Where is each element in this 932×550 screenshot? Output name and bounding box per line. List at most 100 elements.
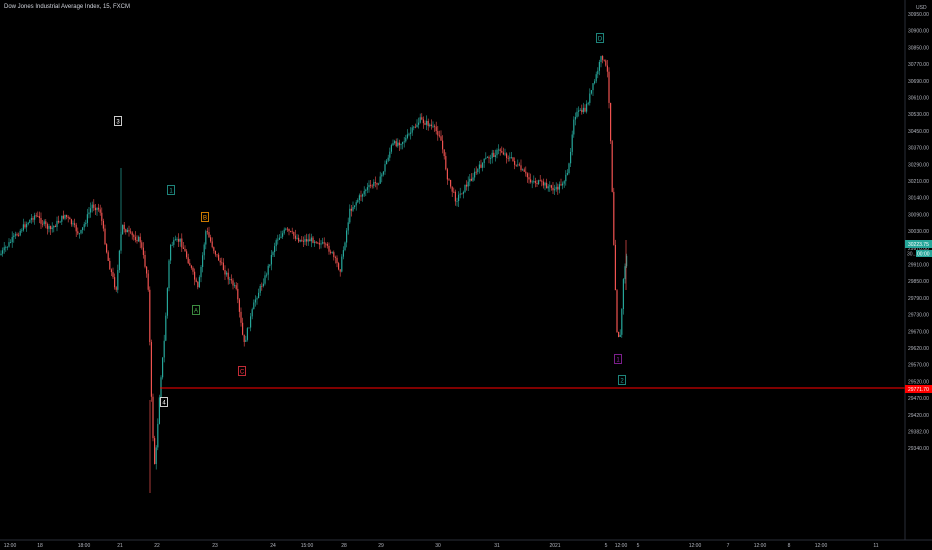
candle-body [144, 254, 146, 267]
candle-body [453, 191, 455, 193]
candle-body [309, 239, 311, 242]
candle-body [595, 74, 597, 82]
candle-body [510, 157, 512, 159]
price-tick-label: 30090.00 [908, 212, 929, 218]
price-axis[interactable] [905, 0, 932, 540]
candle-body [438, 135, 440, 137]
price-tick-label: 30210.00 [908, 179, 929, 185]
candle-body [211, 241, 213, 248]
candle-body [509, 157, 511, 159]
candle-body [170, 245, 172, 261]
candle-body [582, 107, 584, 113]
candle-body [171, 244, 173, 246]
candle-body [477, 168, 479, 173]
current-price-badge: 30223.75 00:00 30... [905, 240, 932, 258]
candle-body [38, 216, 40, 219]
candle-body [221, 262, 223, 264]
candle-body [10, 242, 12, 243]
candle-body [480, 164, 482, 168]
candle-body [302, 240, 304, 242]
candle-body [346, 230, 348, 243]
candle-body [312, 237, 314, 243]
candle-body [246, 328, 248, 340]
candle-body [584, 107, 586, 112]
svg-text:1: 1 [616, 357, 620, 363]
candle-body [403, 141, 405, 143]
candle-body [74, 223, 76, 225]
candle-body [314, 241, 316, 243]
candle-body [370, 184, 372, 186]
wave-label[interactable]: 1 [614, 354, 622, 364]
candle-body [352, 207, 354, 211]
wave-label[interactable]: C [238, 366, 246, 376]
candle-body [573, 119, 575, 135]
candle-body [66, 214, 68, 218]
candle-body [274, 246, 276, 253]
candle-body [504, 153, 506, 155]
candle-body [117, 270, 119, 290]
candle-body [230, 279, 232, 281]
wave-label[interactable]: D [596, 33, 604, 43]
candle-body [178, 239, 180, 242]
candlestick-series [0, 55, 628, 493]
candle-body [514, 161, 516, 165]
time-tick-label: 2021 [549, 543, 560, 549]
candle-body [158, 397, 160, 424]
candle-body [126, 230, 128, 233]
candle-body [256, 298, 258, 300]
candle-body [474, 171, 476, 178]
wave-label[interactable]: 3 [114, 116, 122, 126]
candle-body [187, 257, 189, 264]
candle-body [413, 126, 415, 128]
candle-body [83, 224, 85, 228]
candle-body [229, 279, 231, 280]
candle-body [525, 171, 527, 174]
price-tick-label: 30770.00 [908, 62, 929, 68]
candle-body [22, 224, 24, 231]
wave-label[interactable]: 1 [167, 185, 175, 195]
candle-body [426, 120, 428, 125]
candle-body [118, 250, 120, 271]
candle-body [576, 111, 578, 117]
candle-body [227, 272, 229, 280]
candle-body [552, 187, 554, 191]
candle-body [478, 164, 480, 169]
price-tick-label: 30290.00 [908, 162, 929, 168]
wave-labels: 3 1 B A C 4 D 1 2 [114, 33, 626, 407]
candle-body [320, 243, 322, 245]
svg-text:2: 2 [620, 378, 624, 384]
candle-body [139, 236, 141, 243]
candle-body [622, 279, 624, 309]
time-axis[interactable] [0, 540, 905, 550]
candle-body [542, 181, 544, 186]
currency-label: USD [916, 5, 927, 11]
svg-text:D: D [598, 36, 603, 42]
wave-label[interactable]: A [192, 305, 200, 315]
candle-body [291, 231, 293, 233]
candle-body [298, 237, 300, 242]
candle-body [296, 237, 298, 239]
candle-body [491, 152, 493, 159]
candle-body [120, 234, 122, 251]
candle-body [541, 180, 543, 182]
wave-label[interactable]: 2 [618, 375, 626, 385]
candle-body [224, 270, 226, 275]
candle-body [589, 93, 591, 103]
price-tick-label: 29570.00 [908, 363, 929, 369]
price-axis-ticks: 30950.00 30900.00 30850.00 30770.00 30690.00… [908, 12, 929, 452]
wave-label[interactable]: B [201, 212, 209, 222]
candle-body [427, 120, 429, 127]
candle-body [336, 257, 338, 264]
candle-body [254, 299, 256, 303]
candle-body [402, 141, 404, 145]
candle-body [109, 260, 111, 270]
wave-label[interactable]: 4 [160, 397, 168, 407]
candle-body [362, 194, 364, 197]
time-tick-label: 11 [873, 543, 878, 549]
candle-body [14, 234, 16, 236]
candle-body [451, 186, 453, 192]
candle-body [270, 254, 272, 265]
price-tick-label: 30950.00 [908, 12, 929, 18]
candle-body [42, 223, 44, 225]
